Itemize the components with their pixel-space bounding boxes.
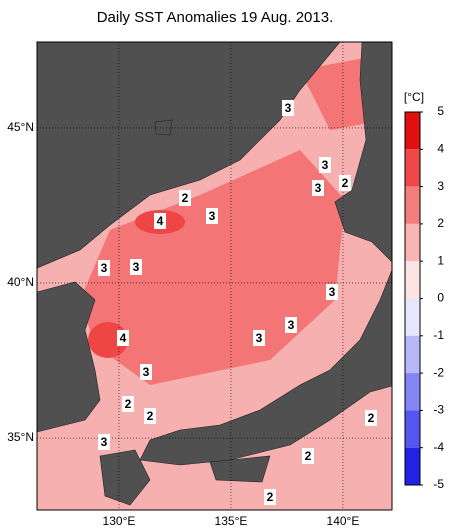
- y-tick-label: 45°N: [7, 120, 34, 134]
- colorbar-segment: [405, 373, 420, 411]
- contour-label: 3: [209, 209, 216, 223]
- contour-label-box: [179, 190, 191, 206]
- contour-label-box: [253, 330, 265, 346]
- colorbar-tick-label: 4: [437, 141, 444, 155]
- map-frame: [36, 41, 393, 511]
- colorbar-segment: [405, 186, 420, 224]
- colorbar-tick-label: 5: [437, 104, 444, 118]
- contour-label: 3: [288, 318, 295, 332]
- contour-label-box: [312, 180, 324, 196]
- contour-label-box: [130, 259, 142, 275]
- colorbar-segment: [405, 223, 420, 262]
- contour-label-box: [117, 330, 129, 346]
- contour-label: 3: [101, 261, 108, 275]
- contour-label: 3: [315, 181, 322, 195]
- colorbar-segment: [405, 410, 420, 448]
- contour-label: 3: [101, 435, 108, 449]
- contour-label: 3: [256, 331, 263, 345]
- contour-label: 2: [147, 409, 154, 423]
- contour-label-box: [282, 100, 294, 116]
- contour-label-box: [206, 208, 218, 224]
- x-tick-label: 130°E: [103, 514, 136, 528]
- map-area: [37, 42, 392, 510]
- contour-label: 2: [267, 490, 274, 504]
- contour-label-box: [98, 434, 110, 450]
- contour-label: 2: [125, 397, 132, 411]
- colorbar-segment: [405, 261, 420, 299]
- contour-label: 3: [143, 365, 150, 379]
- y-tick-label: 35°N: [7, 430, 34, 444]
- contour-label-box: [326, 284, 338, 300]
- contour-label-box: [319, 157, 331, 173]
- colorbar-segment: [405, 112, 420, 150]
- colorbar-tick-label: -4: [433, 440, 444, 454]
- contour-label-box: [98, 260, 110, 276]
- contour-label: 3: [329, 285, 336, 299]
- contour-label-box: [285, 317, 297, 333]
- land: [37, 42, 392, 506]
- contour-label-box: [365, 410, 377, 426]
- colorbar-segment: [405, 335, 420, 374]
- contour-label: 2: [368, 411, 375, 425]
- colorbar-segment: [405, 298, 420, 336]
- contour-label: 3: [322, 158, 329, 172]
- contour-label: 3: [285, 101, 292, 115]
- colorbar-tick-label: 1: [437, 253, 444, 267]
- contour-label-box: [339, 175, 351, 191]
- contour-label-box: [122, 396, 134, 412]
- contour-label-box: [302, 448, 314, 464]
- colorbar-tick-label: -2: [433, 365, 444, 379]
- colorbar-tick-label: 0: [437, 291, 444, 305]
- x-tick-label: 140°E: [327, 514, 360, 528]
- colorbar-segment: [405, 149, 420, 187]
- contour-label: 3: [133, 260, 140, 274]
- colorbar-tick-label: -1: [433, 328, 444, 342]
- contour-label: 4: [120, 331, 127, 345]
- contour-label: 2: [182, 191, 189, 205]
- x-tick-label: 135°E: [215, 514, 248, 528]
- colorbar-segment: [405, 447, 420, 485]
- contour-label-box: [140, 364, 152, 380]
- colorbar-label: [°C]: [404, 90, 424, 104]
- contour-label-box: [264, 489, 276, 505]
- colorbar-tick-label: 2: [437, 216, 444, 230]
- colorbar-tick-label: -3: [433, 403, 444, 417]
- colorbar-tick-label: -5: [433, 477, 444, 491]
- contour-label: 4: [157, 214, 164, 228]
- contour-label: 2: [305, 449, 312, 463]
- warm-region: [80, 150, 345, 385]
- contour-label-box: [154, 213, 166, 229]
- y-tick-label: 40°N: [7, 275, 34, 289]
- contour-label-box: [144, 408, 156, 424]
- colorbar-tick-label: 3: [437, 179, 444, 193]
- contour-label: 2: [342, 176, 349, 190]
- title: Daily SST Anomalies 19 Aug. 2013.: [97, 9, 334, 26]
